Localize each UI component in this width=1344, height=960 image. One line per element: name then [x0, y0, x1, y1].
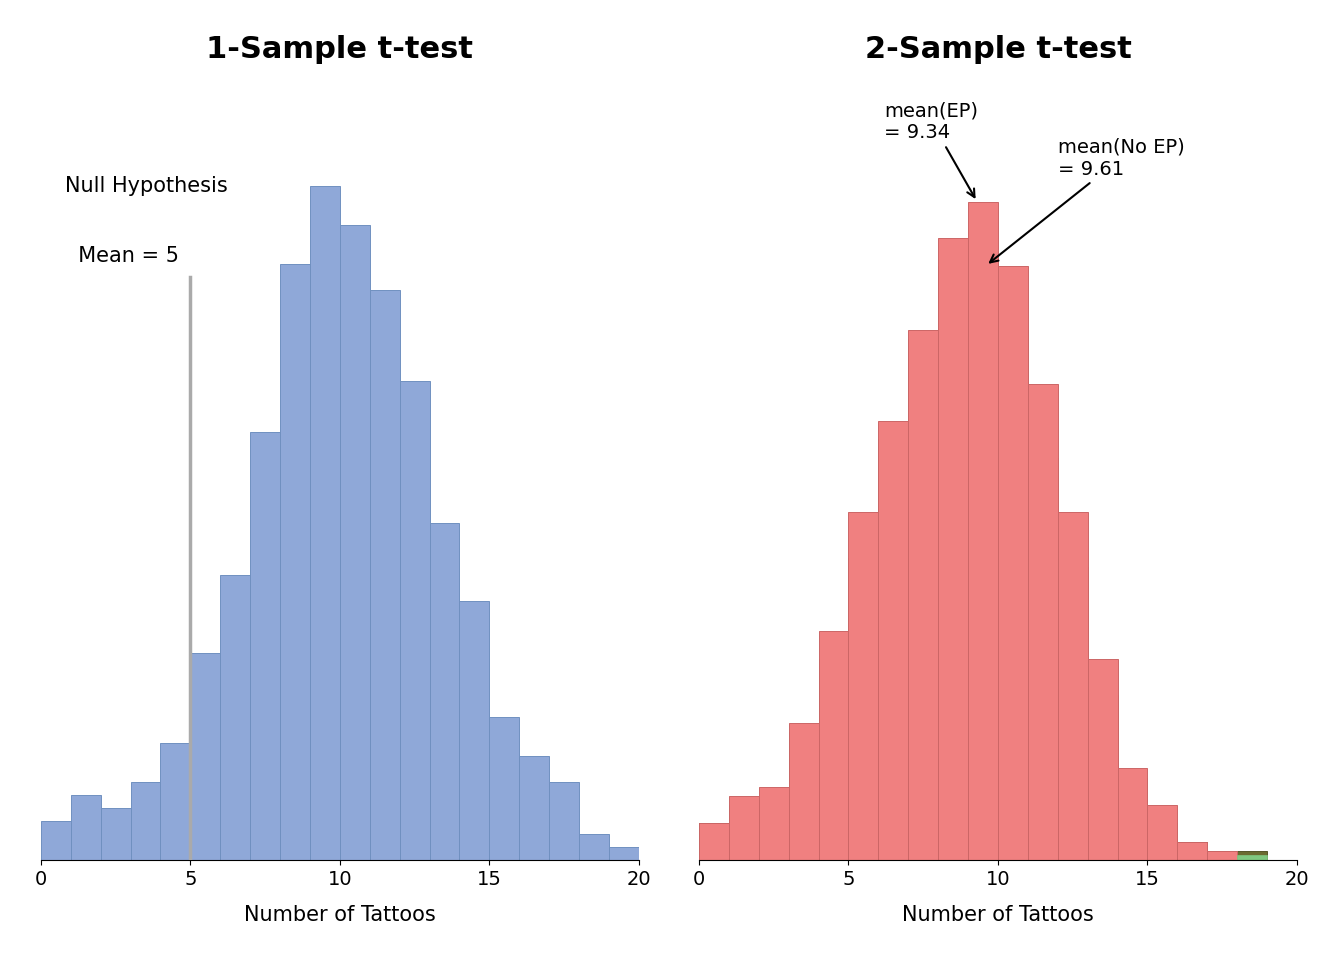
Bar [1177, 842, 1207, 860]
Bar [789, 732, 818, 860]
Text: mean(EP)
= 9.34: mean(EP) = 9.34 [884, 101, 978, 197]
Bar [130, 782, 160, 860]
Bar [1118, 778, 1148, 860]
Bar [909, 329, 938, 860]
Bar [699, 824, 728, 860]
Bar [220, 575, 250, 860]
Bar [460, 601, 489, 860]
X-axis label: Number of Tattoos: Number of Tattoos [245, 905, 435, 925]
Bar [938, 266, 968, 860]
Bar [1028, 458, 1058, 860]
Text: Null Hypothesis: Null Hypothesis [65, 176, 227, 196]
Bar [280, 264, 310, 860]
Bar [879, 440, 909, 860]
Title: 1-Sample t-test: 1-Sample t-test [207, 35, 473, 63]
Bar [101, 808, 130, 860]
Bar [430, 523, 460, 860]
Bar [759, 787, 789, 860]
Bar [1177, 842, 1207, 860]
Bar [1087, 695, 1118, 860]
Bar [191, 653, 220, 860]
Bar [699, 824, 728, 860]
Bar [1148, 805, 1177, 860]
Bar [968, 202, 999, 860]
Bar [938, 238, 968, 860]
Bar [1148, 824, 1177, 860]
Bar [909, 339, 938, 860]
Text: Mean = 5: Mean = 5 [65, 246, 179, 266]
Bar [1058, 567, 1087, 860]
Bar [1238, 855, 1267, 860]
Bar [968, 256, 999, 860]
Bar [848, 558, 879, 860]
Bar [759, 796, 789, 860]
Bar [789, 723, 818, 860]
Text: mean(No EP)
= 9.61: mean(No EP) = 9.61 [991, 137, 1184, 262]
Bar [728, 796, 759, 860]
Bar [818, 632, 848, 860]
Bar [1118, 768, 1148, 860]
Bar [999, 329, 1028, 860]
Bar [310, 186, 340, 860]
Bar [1028, 384, 1058, 860]
Bar [1207, 851, 1238, 860]
Bar [71, 795, 101, 860]
Bar [550, 782, 579, 860]
Bar [340, 226, 370, 860]
Bar [609, 847, 638, 860]
X-axis label: Number of Tattoos: Number of Tattoos [902, 905, 1094, 925]
Bar [370, 290, 399, 860]
Bar [848, 513, 879, 860]
Bar [879, 421, 909, 860]
Bar [579, 834, 609, 860]
Bar [999, 266, 1028, 860]
Bar [818, 659, 848, 860]
Bar [519, 756, 550, 860]
Bar [1238, 851, 1267, 860]
Bar [40, 821, 71, 860]
Bar [399, 380, 430, 860]
Bar [489, 717, 519, 860]
Bar [250, 432, 280, 860]
Bar [1058, 513, 1087, 860]
Bar [160, 743, 191, 860]
Bar [1207, 851, 1238, 860]
Bar [728, 805, 759, 860]
Bar [1087, 659, 1118, 860]
Title: 2-Sample t-test: 2-Sample t-test [864, 35, 1132, 63]
